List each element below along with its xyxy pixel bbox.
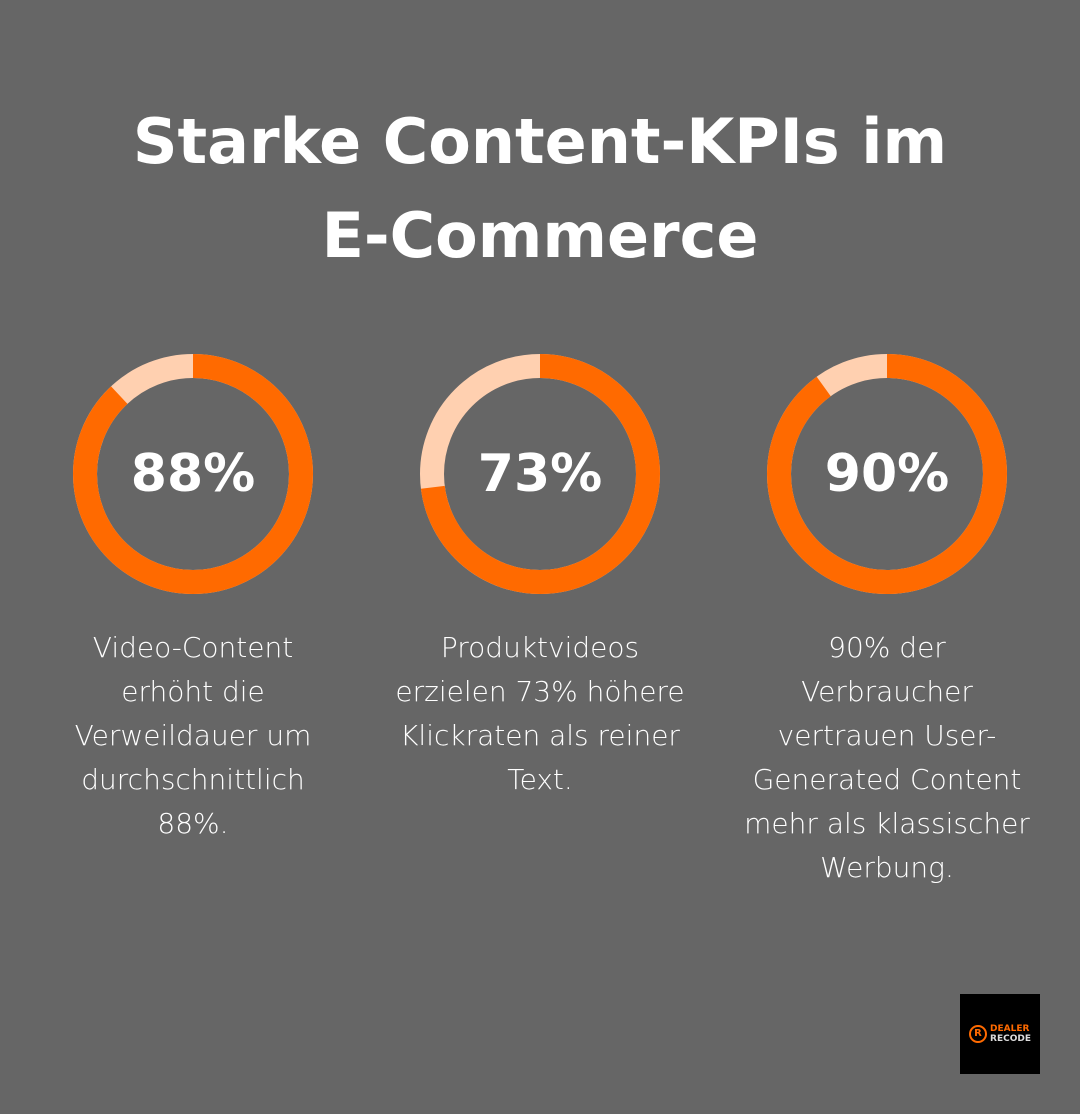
kpi-description: Video-Content erhöht die Verweildauer um…: [74, 631, 312, 840]
donut-chart: [420, 354, 660, 594]
logo-line-2: RECODE: [990, 1034, 1031, 1044]
logo-r-icon: R: [969, 1025, 988, 1043]
donut-value-arc: [73, 354, 313, 594]
kpi-card: 88% Video-Content erhöht die Verweildaue…: [43, 352, 343, 846]
title-line-2: E-Commerce: [321, 199, 759, 272]
kpi-value: 88%: [130, 444, 256, 504]
kpi-value: 90%: [824, 444, 950, 504]
donut-value-arc: [420, 354, 660, 594]
donut-value-arc: [767, 354, 1007, 594]
kpi-card: 73% Produktvideos erzielen 73% höhere Kl…: [390, 352, 690, 802]
title-line-1: Starke Content-KPIs im: [132, 105, 948, 178]
kpi-card: 90% 90% der Verbraucher vertrauen User-G…: [737, 352, 1037, 890]
page-title: Starke Content-KPIs im E-Commerce: [0, 95, 1080, 283]
logo-line-1: DEALER: [990, 1024, 1030, 1034]
kpi-value: 73%: [477, 444, 603, 504]
donut-chart: [767, 354, 1007, 594]
kpi-description: 90% der Verbraucher vertrauen User-Gener…: [744, 631, 1030, 884]
brand-logo: R DEALER RECODE: [960, 994, 1040, 1074]
kpi-description: Produktvideos erzielen 73% höhere Klickr…: [395, 631, 685, 796]
donut-chart: [73, 354, 313, 594]
